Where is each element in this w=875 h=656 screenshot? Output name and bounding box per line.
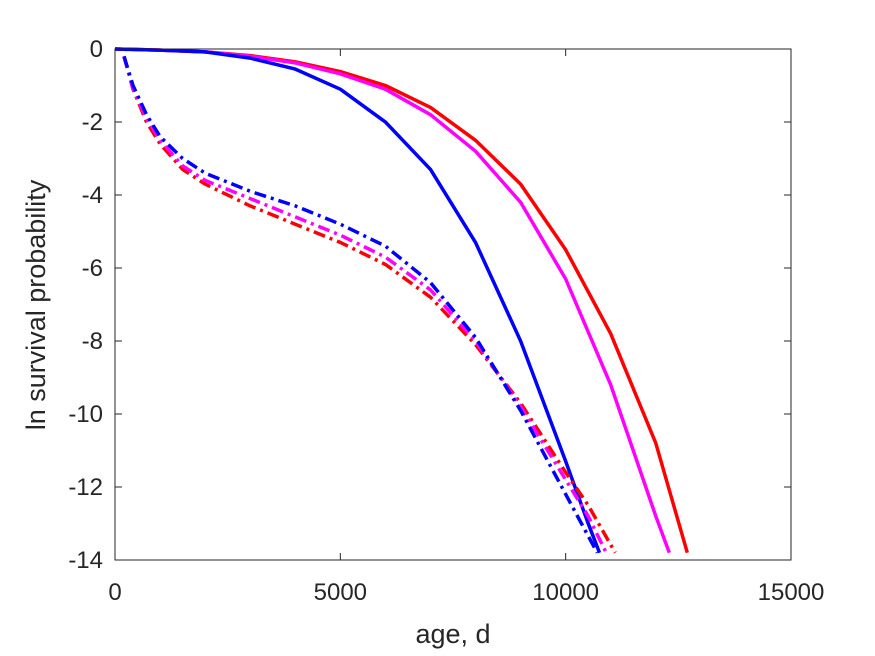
x-axis-label: age, d (415, 619, 490, 649)
x-tick-label: 0 (108, 579, 121, 606)
series-line-4 (122, 55, 617, 554)
y-axis-label: ln survival probability (21, 179, 51, 430)
series-line-5 (122, 55, 608, 554)
axes-box (114, 48, 792, 561)
labels-layer: age, d ln survival probability (21, 179, 491, 649)
y-tick-label: -6 (82, 255, 103, 282)
y-tick-label: -4 (82, 182, 103, 209)
x-tick-label: 5000 (314, 579, 367, 606)
axes-layer: 0 5000 10000 15000 0 -2 -4 -6 -8 -10 -12 -14 (68, 36, 824, 606)
y-tick-label: -2 (82, 109, 103, 136)
y-tick-label: 0 (90, 36, 103, 63)
series-layer (114, 47, 689, 554)
x-tick-label: 10000 (532, 579, 599, 606)
series-line-3 (114, 47, 602, 554)
series-line-6 (122, 55, 599, 554)
y-tick-label: -10 (68, 401, 103, 428)
y-tick-label: -14 (68, 547, 103, 574)
x-tick-label: 15000 (758, 579, 825, 606)
y-tick-label: -8 (82, 328, 103, 355)
y-tick-label: -12 (68, 474, 103, 501)
